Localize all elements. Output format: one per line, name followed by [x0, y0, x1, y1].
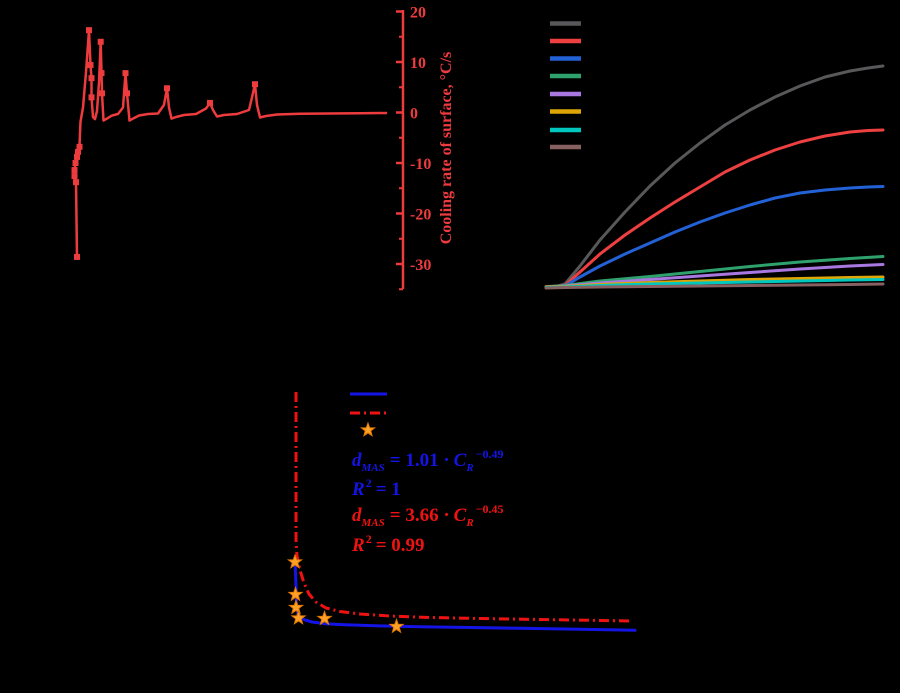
equation-red-fit: dMAS = 3.66 · CR−0.45 — [352, 502, 504, 529]
y-tick-label: -30 — [410, 257, 431, 274]
cooling-rate-marker — [73, 179, 79, 186]
cooling-rate-marker — [75, 148, 81, 155]
eq-sub: R — [466, 517, 474, 529]
y-tick-label: -10 — [410, 156, 431, 173]
y-tick-label: 0 — [410, 106, 418, 123]
eq-sub: MAS — [361, 462, 385, 474]
legend-star — [359, 421, 377, 437]
data-star-marker — [287, 599, 305, 615]
curve-blue — [544, 185, 885, 289]
y-tick-label: -20 — [410, 207, 431, 224]
cooling-rate-marker — [164, 85, 170, 92]
equation-blue-r2: R2 = 1 — [352, 476, 405, 501]
cooling-rate-marker — [99, 90, 105, 97]
curve-red — [544, 128, 885, 289]
cooling-rate-marker — [88, 94, 95, 101]
cooling-rate-marker — [124, 90, 130, 97]
eq-exp: −0.45 — [475, 502, 504, 516]
y-tick-label: 20 — [410, 5, 426, 22]
cooling-rate-marker — [72, 160, 79, 166]
eq-sub: MAS — [361, 517, 385, 529]
cooling-rate-marker — [98, 70, 105, 77]
curve-brown — [544, 282, 885, 290]
y-tick-label: 10 — [410, 55, 426, 72]
data-star-marker — [388, 618, 405, 634]
cooling-rate-marker — [71, 173, 78, 180]
cooling-rate-marker — [97, 38, 104, 45]
data-star-marker — [316, 610, 333, 626]
cooling-rate-marker — [86, 27, 92, 34]
eq-var: d — [352, 450, 362, 471]
cooling-rate-marker — [74, 153, 80, 160]
data-star-marker — [286, 553, 304, 569]
panel-multi-curves — [544, 21, 885, 290]
eq-op: = 0.99 — [375, 535, 425, 556]
cooling-rate-marker — [88, 75, 95, 82]
eq-op: = 3.66 · — [389, 505, 450, 526]
eq-op: = 1 — [375, 479, 401, 500]
equation-blue-fit: dMAS = 1.01 · CR−0.49 — [352, 447, 504, 474]
eq-var: C — [453, 450, 467, 471]
eq-var: R — [352, 479, 365, 500]
data-star-marker — [290, 609, 307, 625]
eq-var: C — [453, 505, 467, 526]
eq-sub: R — [466, 462, 474, 474]
equation-red-r2: R2 = 0.99 — [352, 532, 429, 557]
cooling-rate-marker — [76, 143, 83, 150]
eq-exp: 2 — [365, 476, 372, 490]
cooling-rate-marker — [87, 62, 94, 69]
cooling-rate-marker — [122, 70, 129, 77]
eq-var: d — [352, 505, 362, 526]
panel-arm-spacing — [286, 392, 637, 634]
cooling-rate-curve — [73, 28, 388, 257]
eq-var: R — [352, 535, 365, 556]
eq-exp: −0.49 — [475, 447, 504, 461]
panel1-y-axis-title: Cooling rate of surface, °C/s — [438, 51, 455, 245]
cooling-rate-marker — [252, 81, 258, 88]
curve-gray — [544, 64, 885, 288]
panel-cooling-rate: 20 10 0 -10 -20 -30 — [71, 5, 431, 291]
data-star-marker — [287, 586, 304, 602]
eq-exp: 2 — [365, 532, 372, 546]
eq-op: = 1.01 · — [389, 450, 450, 471]
cooling-rate-marker — [74, 253, 80, 260]
cooling-rate-marker — [207, 99, 213, 106]
cooling-rate-marker — [71, 167, 78, 174]
